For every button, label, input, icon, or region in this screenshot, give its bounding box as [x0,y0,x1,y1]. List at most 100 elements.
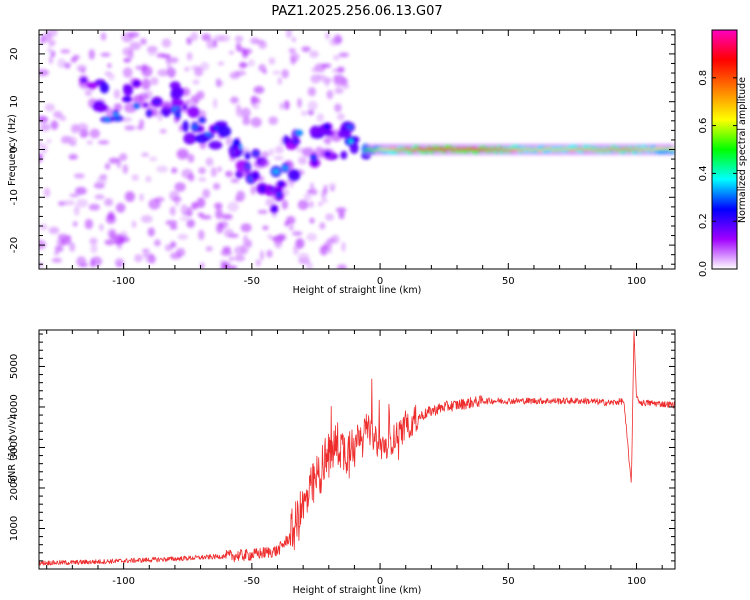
spectral-blob [220,250,232,256]
spectral-blob [293,244,299,255]
spectral-blob [104,117,111,122]
x-tick-label: 50 [502,276,515,287]
spectral-blob [250,95,259,103]
spectral-blob [80,77,88,83]
spectral-blob [334,87,344,94]
spectral-blob [41,143,48,154]
spectral-blob [134,254,143,263]
spectral-blob [119,153,128,162]
spectral-blob [104,239,115,246]
x-tick-label: -100 [112,276,135,287]
spectral-blob [69,242,76,253]
spectral-blob [171,167,178,174]
y-tick-label: 20 [9,48,20,61]
spectral-blob [235,42,242,51]
spectral-blob [276,192,282,198]
spectral-blob [84,218,94,230]
y-tick-label: 1000 [9,516,20,541]
spectral-blob [44,103,55,112]
figure-title: PAZ1.2025.256.06.13.G07 [271,4,442,19]
spectral-blob [46,139,52,144]
y-tick-label: 0 [9,146,20,152]
spectral-blob [63,200,75,206]
spectral-blob [76,198,89,208]
spectral-blob [202,188,211,199]
y-tick-label: 2000 [9,475,20,500]
spectral-blob [281,69,289,79]
spectral-blob [238,164,250,177]
spectral-blob [334,77,345,88]
spectral-blob [159,128,167,134]
spectral-blob [122,47,133,56]
spectral-blob [165,220,178,226]
spectral-blob [153,100,161,104]
spectral-blob [228,256,235,262]
spectral-blob [109,230,116,240]
spectral-blob [217,166,222,173]
spectral-blob [145,175,152,183]
snr-ylabel: SNR (10 * v/v) [7,416,18,484]
spectral-blob [187,173,195,182]
spectral-blob [252,172,259,179]
spectral-blob [150,77,159,86]
spectral-blob [235,109,246,118]
x-tick-label: 100 [627,276,646,287]
spectral-blob [274,237,283,249]
spectral-blob [328,182,337,189]
spectral-blob [287,169,301,182]
colorbar-tick-label: 0.6 [698,118,709,134]
colorbar-label: Normalized spectral amplitude [737,77,748,223]
spectral-blob [39,123,51,132]
spectral-blob [267,233,273,240]
spectral-blob [217,80,224,87]
spectral-blob [59,115,67,122]
spectral-blob [169,224,178,230]
spectral-blob [88,203,101,211]
spectral-blob [157,69,170,77]
spectral-blob [69,193,80,198]
x-tick-label: 0 [377,576,383,587]
spectral-blob [99,174,108,180]
spectral-blob [174,112,181,118]
snr-xlabel: Height of straight line (km) [293,585,422,596]
spectral-blob [234,35,244,43]
spectral-blob [149,156,158,162]
colorbar-tick-label: 0.2 [698,213,709,229]
spectral-blob [271,206,277,212]
spectral-blob [50,50,56,58]
spectral-blob [198,229,205,241]
spectral-blob [50,120,59,130]
spectral-blob [182,120,189,133]
spectral-blob [297,99,303,109]
spectral-blob [309,125,322,138]
spectral-blob [186,219,195,228]
spectral-blob [186,206,193,217]
spectral-blob [230,178,240,184]
spectral-blob [123,84,134,96]
spectral-blob [290,57,297,65]
spectral-blob [104,163,111,170]
spectral-blob [261,151,270,159]
spectral-blob [220,261,229,269]
spectral-blob [141,78,151,90]
spectral-blob [139,193,145,202]
spectral-blob [310,188,318,196]
spectral-blob [338,52,350,58]
spectral-blob [295,129,303,136]
spectral-blob [191,124,199,130]
spectral-blob [39,223,48,231]
spectral-blob [88,49,96,60]
spectrogram-blobs [39,30,675,269]
spectral-blob [252,104,260,109]
spectral-blob [51,257,63,263]
spectral-blob [326,238,336,244]
spectral-blob [171,86,184,96]
spectral-blob [258,40,267,49]
spectral-blob [281,199,289,210]
spectral-blob [86,140,94,145]
spectral-blob [183,132,197,145]
spectral-blob [324,150,331,157]
spectral-blob [192,79,200,85]
